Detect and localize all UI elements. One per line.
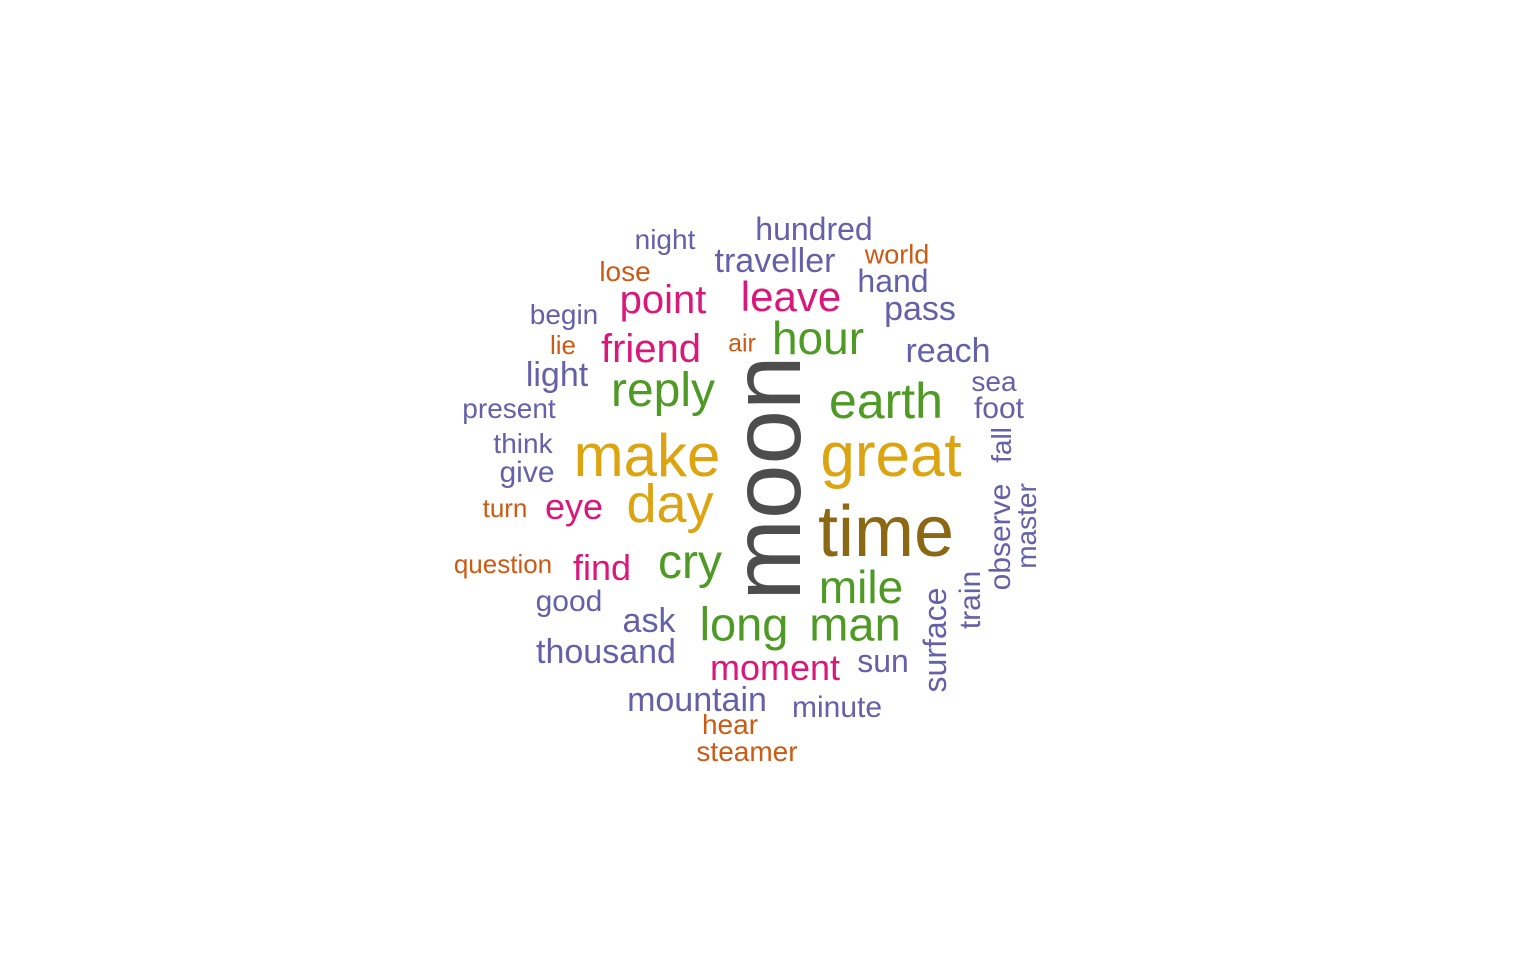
word-day: day: [626, 474, 714, 534]
word-night: night: [634, 224, 696, 255]
word-mile: mile: [818, 561, 904, 613]
word-air: air: [728, 329, 756, 358]
word-master: master: [1011, 483, 1042, 569]
word-present: present: [462, 393, 556, 424]
word-lie: lie: [549, 330, 577, 360]
word-leave: leave: [740, 273, 842, 320]
word-reach: reach: [905, 332, 991, 370]
word-cry: cry: [658, 536, 722, 589]
word-surface: surface: [917, 587, 953, 693]
word-eye: eye: [544, 486, 604, 527]
word-begin: begin: [529, 299, 599, 330]
word-make: make: [573, 422, 721, 489]
word-train: train: [954, 570, 987, 630]
word-find: find: [572, 547, 632, 588]
word-good: good: [535, 585, 603, 618]
word-hear: hear: [701, 709, 759, 740]
word-hand: hand: [857, 263, 929, 299]
word-think: think: [493, 428, 553, 459]
word-minute: minute: [791, 691, 883, 724]
word-moment: moment: [709, 647, 841, 688]
word-man: man: [809, 597, 901, 651]
word-thousand: thousand: [536, 633, 676, 671]
word-mountain: mountain: [627, 681, 767, 719]
word-question: question: [453, 549, 553, 579]
word-earth: earth: [829, 373, 943, 429]
word-moon: moon: [711, 355, 821, 601]
word-world: world: [864, 239, 930, 270]
word-ask: ask: [622, 602, 676, 640]
word-lose: lose: [599, 256, 651, 287]
word-hundred: hundred: [755, 211, 873, 247]
word-time: time: [817, 492, 955, 572]
word-turn: turn: [482, 493, 528, 523]
word-sun: sun: [857, 643, 909, 679]
word-foot: foot: [973, 392, 1025, 425]
word-traveller: traveller: [714, 242, 836, 280]
word-point: point: [619, 278, 707, 322]
word-sea: sea: [971, 366, 1017, 397]
word-hour: hour: [771, 312, 865, 364]
word-pass: pass: [884, 290, 956, 328]
word-give: give: [499, 456, 555, 489]
word-steamer: steamer: [696, 736, 798, 767]
word-light: light: [525, 356, 589, 394]
word-friend: friend: [600, 327, 702, 371]
word-fall: fall: [986, 427, 1017, 463]
word-great: great: [820, 421, 962, 490]
word-reply: reply: [610, 364, 716, 417]
word-long: long: [699, 597, 789, 651]
